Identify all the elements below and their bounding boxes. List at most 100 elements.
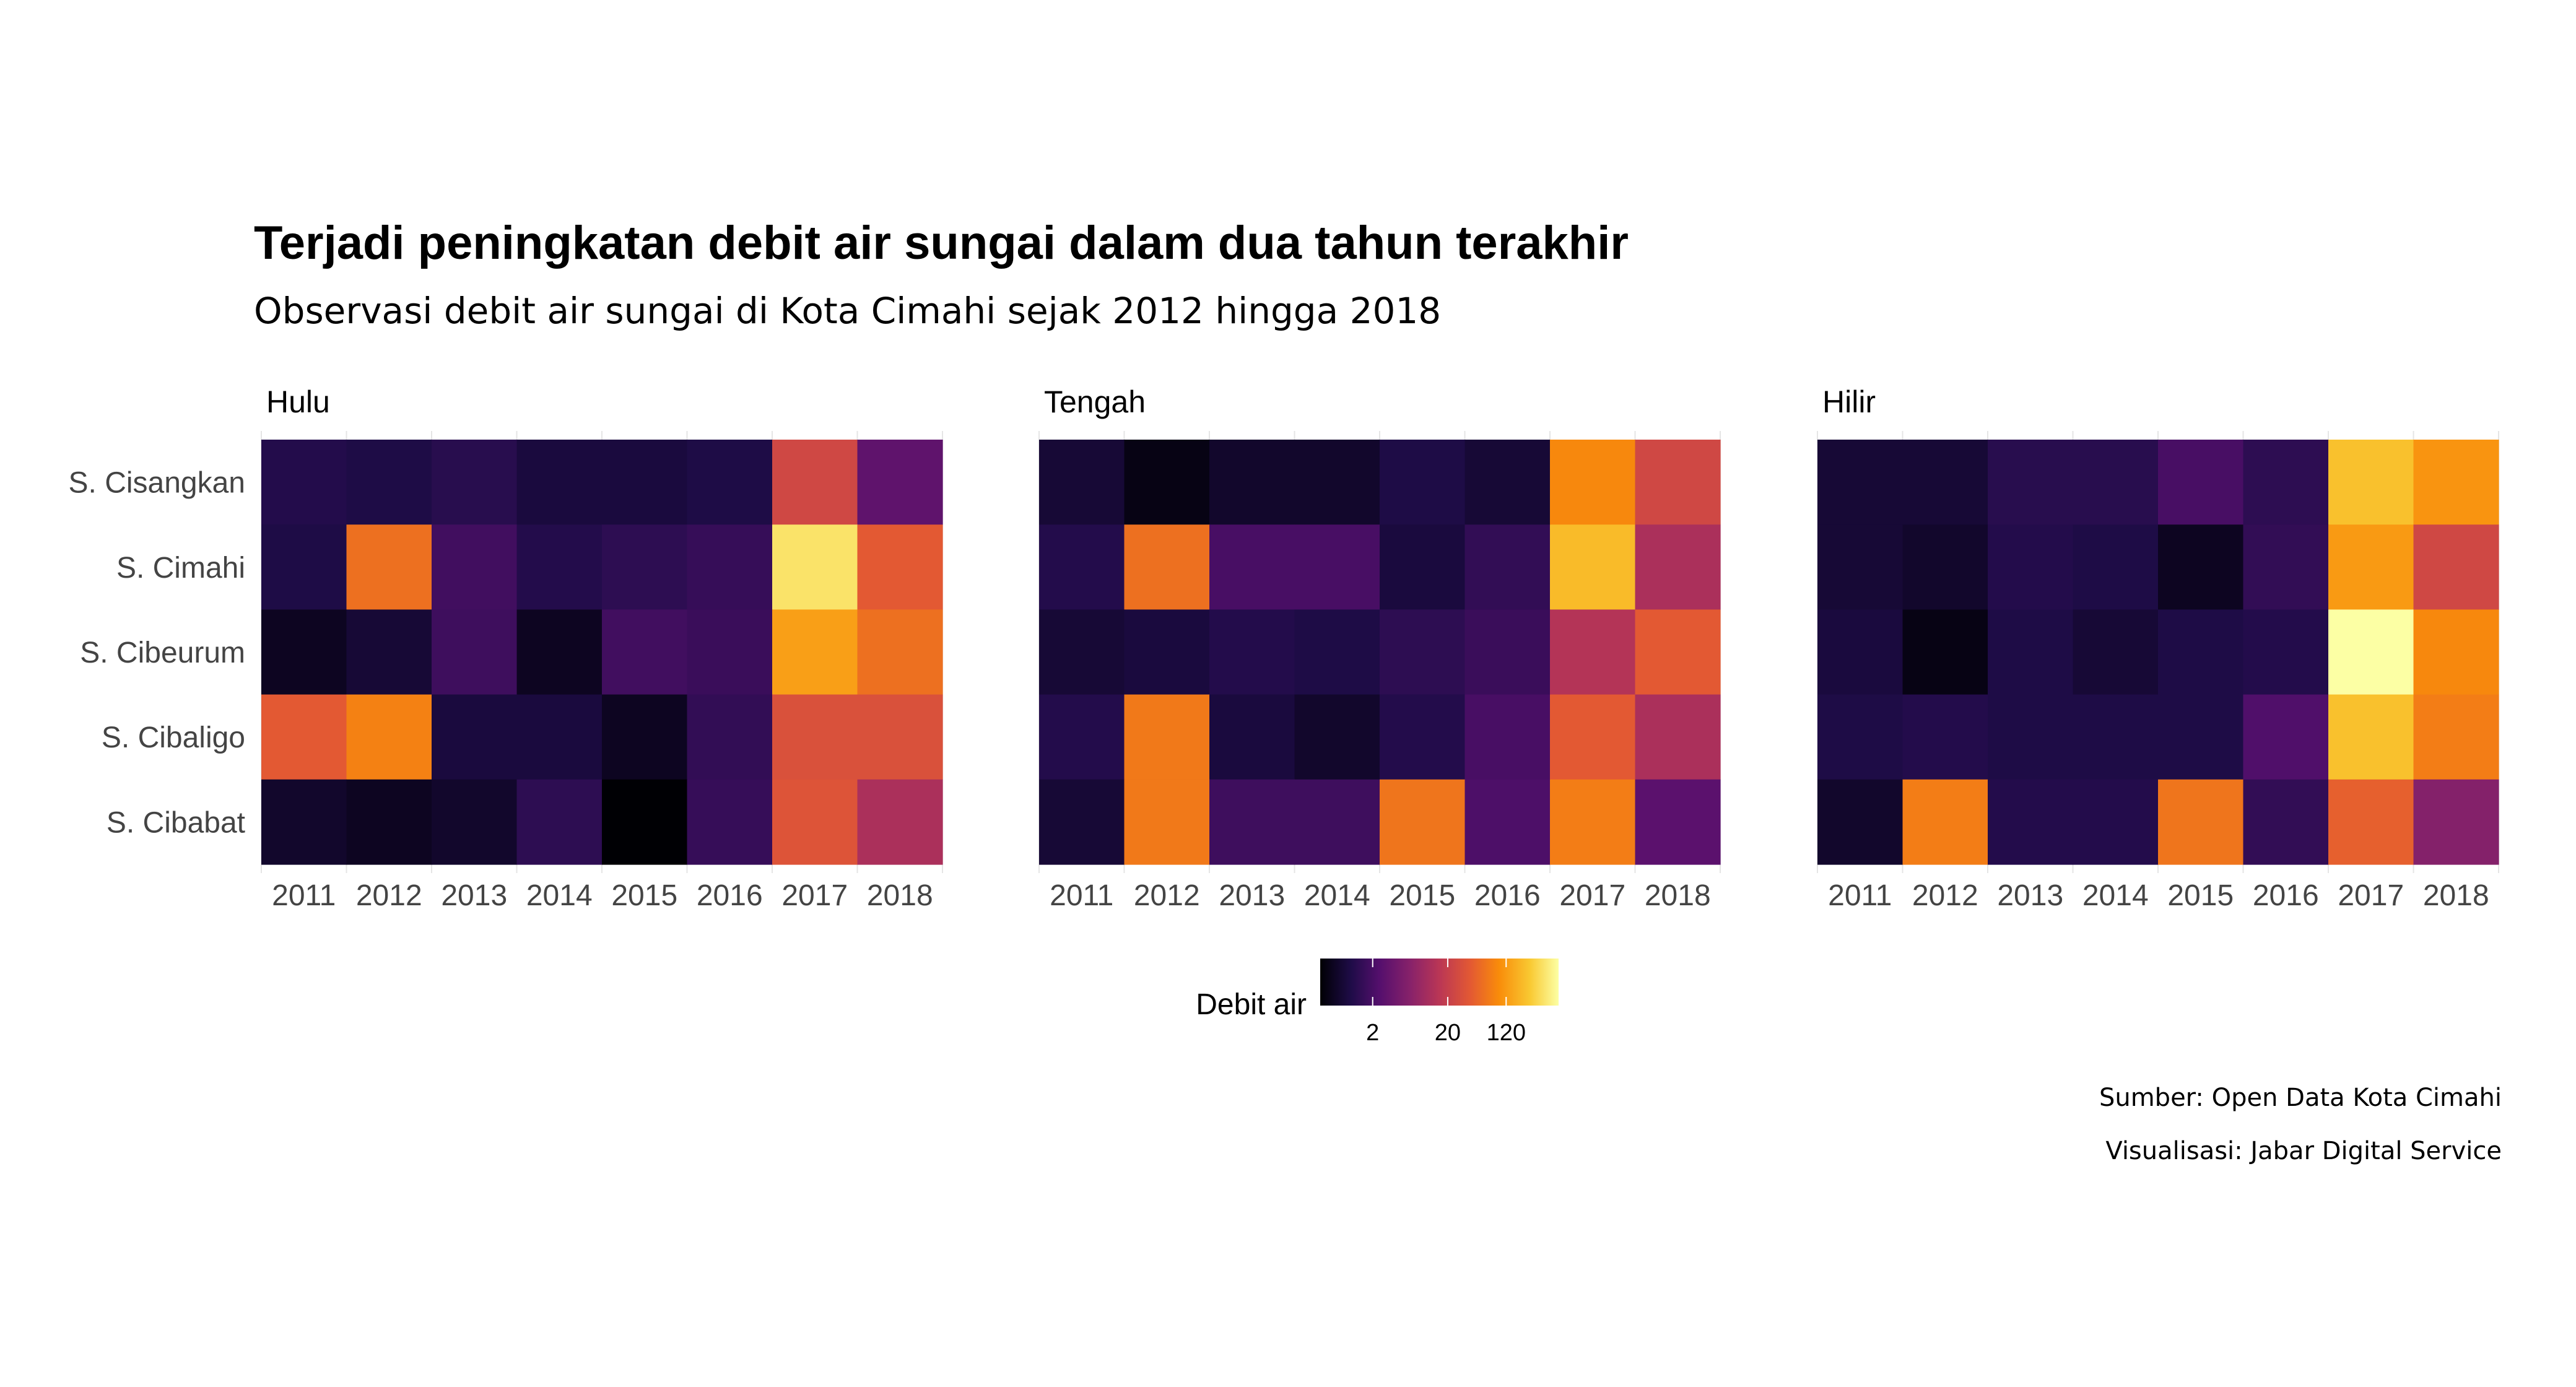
heatmap-cell bbox=[2158, 440, 2244, 525]
heatmap-cell bbox=[432, 440, 518, 525]
heatmap-cell bbox=[2158, 609, 2244, 695]
heatmap-cell bbox=[432, 524, 518, 610]
heatmap-cell bbox=[1550, 779, 1636, 865]
heatmap-cell bbox=[2073, 694, 2159, 780]
x-tick-label: 2011 bbox=[1050, 879, 1113, 912]
heatmap-cell bbox=[1294, 609, 1380, 695]
heatmap-cell bbox=[516, 609, 603, 695]
heatmap-cell bbox=[602, 609, 688, 695]
heatmap-cell bbox=[2158, 779, 2244, 865]
heatmap-cell bbox=[1124, 609, 1210, 695]
heatmap-cell bbox=[2413, 609, 2499, 695]
x-tick-label: 2013 bbox=[441, 879, 507, 912]
heatmap-cell bbox=[1039, 440, 1125, 525]
heatmap-cell bbox=[1124, 779, 1210, 865]
heatmap-cell bbox=[2243, 524, 2329, 610]
heatmap-cell bbox=[2413, 779, 2499, 865]
heatmap-cell bbox=[1817, 779, 1904, 865]
x-tick-label: 2011 bbox=[1828, 879, 1892, 912]
heatmap-cell bbox=[1464, 440, 1551, 525]
heatmap-cell bbox=[2073, 440, 2159, 525]
heatmap-cell bbox=[261, 524, 347, 610]
heatmap-cell bbox=[687, 609, 773, 695]
chart-title: Terjadi peningkatan debit air sungai dal… bbox=[254, 217, 1629, 269]
legend-tick-label: 2 bbox=[1366, 1020, 1379, 1046]
heatmap-cell bbox=[2328, 779, 2414, 865]
heatmap-cell bbox=[2328, 609, 2414, 695]
heatmap-cell bbox=[1635, 609, 1721, 695]
heatmap-cell bbox=[1902, 779, 1988, 865]
heatmap-cell bbox=[687, 440, 773, 525]
heatmap-cell bbox=[1817, 440, 1904, 525]
panel-title: Tengah bbox=[1044, 385, 1146, 419]
heatmap-cell bbox=[1550, 609, 1636, 695]
heatmap-cell bbox=[2413, 440, 2499, 525]
heatmap-cell bbox=[1988, 609, 2074, 695]
heatmap-cell bbox=[1124, 694, 1210, 780]
heatmap-cell bbox=[261, 694, 347, 780]
panel-hilir: Hilir 2011 2012 2013 2014 2015 2016 2017 2018 bbox=[1817, 385, 2499, 912]
x-tick-label: 2014 bbox=[1304, 879, 1370, 912]
heatmap-cell bbox=[2243, 440, 2329, 525]
heatmap-cell bbox=[1294, 524, 1380, 610]
y-tick-label: S. Cimahi bbox=[116, 552, 245, 585]
heatmap-cell bbox=[1988, 524, 2074, 610]
heatmap-cell bbox=[261, 440, 347, 525]
x-tick-label: 2017 bbox=[2338, 879, 2404, 912]
legend-tick-label: 120 bbox=[1487, 1020, 1526, 1046]
heatmap-cell bbox=[1635, 524, 1721, 610]
heatmap-cell bbox=[1550, 524, 1636, 610]
x-tick-label: 2012 bbox=[1134, 879, 1200, 912]
y-tick-label: S. Cibaligo bbox=[102, 721, 245, 754]
heatmap-cell bbox=[602, 524, 688, 610]
heatmap-cell bbox=[1209, 609, 1295, 695]
heatmap-cell bbox=[432, 694, 518, 780]
heatmap-cell bbox=[772, 609, 858, 695]
heatmap-cell bbox=[1294, 779, 1380, 865]
heatmap-cell bbox=[1464, 609, 1551, 695]
heatmap-cell bbox=[857, 524, 943, 610]
heatmap-cell bbox=[1380, 524, 1466, 610]
heatmap-cell bbox=[516, 440, 603, 525]
heatmap-cell bbox=[1380, 440, 1466, 525]
heatmap-cell bbox=[516, 524, 603, 610]
heatmap-cell bbox=[346, 524, 432, 610]
legend-tick-label: 20 bbox=[1435, 1020, 1461, 1046]
heatmap-cell bbox=[2328, 440, 2414, 525]
heatmap-cell bbox=[1380, 694, 1466, 780]
heatmap-cell bbox=[2158, 694, 2244, 780]
heatmap-cell bbox=[2243, 609, 2329, 695]
x-tick-label: 2012 bbox=[1912, 879, 1978, 912]
heatmap-cell bbox=[1635, 440, 1721, 525]
heatmap-cell bbox=[1902, 524, 1988, 610]
heatmap-cell bbox=[687, 694, 773, 780]
x-tick-label: 2015 bbox=[1389, 879, 1455, 912]
heatmap-cell bbox=[602, 694, 688, 780]
heatmap-cell bbox=[1635, 694, 1721, 780]
legend-title: Debit air bbox=[1196, 988, 1307, 1021]
heatmap-cell bbox=[2328, 524, 2414, 610]
heatmap-cell bbox=[1209, 694, 1295, 780]
heatmap-cell bbox=[1294, 440, 1380, 525]
caption-source: Sumber: Open Data Kota Cimahi bbox=[2099, 1084, 2502, 1112]
heatmap-cell bbox=[2243, 694, 2329, 780]
x-tick-label: 2016 bbox=[2253, 879, 2319, 912]
heatmap-cell bbox=[2158, 524, 2244, 610]
x-tick-label: 2016 bbox=[1474, 879, 1541, 912]
x-tick-label: 2013 bbox=[1219, 879, 1285, 912]
heatmap-cell bbox=[432, 609, 518, 695]
chart-subtitle: Observasi debit air sungai di Kota Cimah… bbox=[254, 290, 1441, 332]
heatmap-cell bbox=[687, 779, 773, 865]
x-tick-label: 2015 bbox=[611, 879, 677, 912]
heatmap-cell bbox=[1209, 524, 1295, 610]
heatmap-cell bbox=[772, 440, 858, 525]
heatmap-cell bbox=[857, 694, 943, 780]
x-tick-label: 2018 bbox=[867, 879, 933, 912]
heatmap-cell bbox=[346, 440, 432, 525]
panel-tengah: Tengah 2011 2012 2013 2014 2015 2016 2017 2018 bbox=[1038, 385, 1721, 912]
heatmap-cell bbox=[2073, 779, 2159, 865]
heatmap-cell bbox=[261, 609, 347, 695]
heatmap-cell bbox=[1464, 779, 1551, 865]
y-tick-label: S. Cisangkan bbox=[69, 467, 246, 500]
